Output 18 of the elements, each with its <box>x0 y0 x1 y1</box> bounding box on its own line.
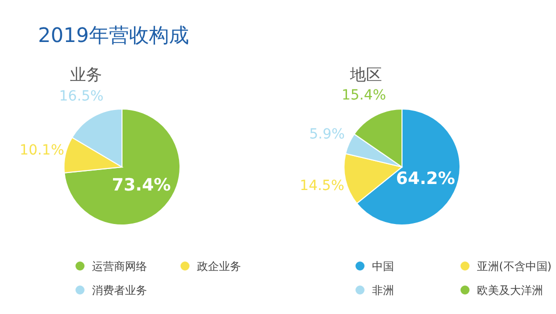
legend-label: 消费者业务 <box>92 284 147 297</box>
legend-label: 欧美及大洋洲 <box>477 284 543 297</box>
legend-label: 亚洲(不含中国) <box>477 260 552 273</box>
data-label: 73.4% <box>112 175 171 196</box>
data-label: 16.5% <box>59 88 104 105</box>
pie-slice <box>64 108 180 226</box>
data-label: 15.4% <box>342 87 386 104</box>
data-label: 5.9% <box>309 126 345 143</box>
legend-label: 运营商网络 <box>92 260 147 273</box>
chart-subtitle: 业务 <box>70 65 102 84</box>
legend-label: 非洲 <box>372 284 394 297</box>
data-label: 14.5% <box>300 178 344 194</box>
data-label: 10.1% <box>20 142 64 158</box>
legend-label: 中国 <box>372 260 394 273</box>
chart-subtitle: 地区 <box>349 65 382 84</box>
data-label: 64.2% <box>396 169 456 190</box>
legend-label: 政企业务 <box>197 260 241 273</box>
chart-title: 2019年营收构成 <box>38 23 189 47</box>
